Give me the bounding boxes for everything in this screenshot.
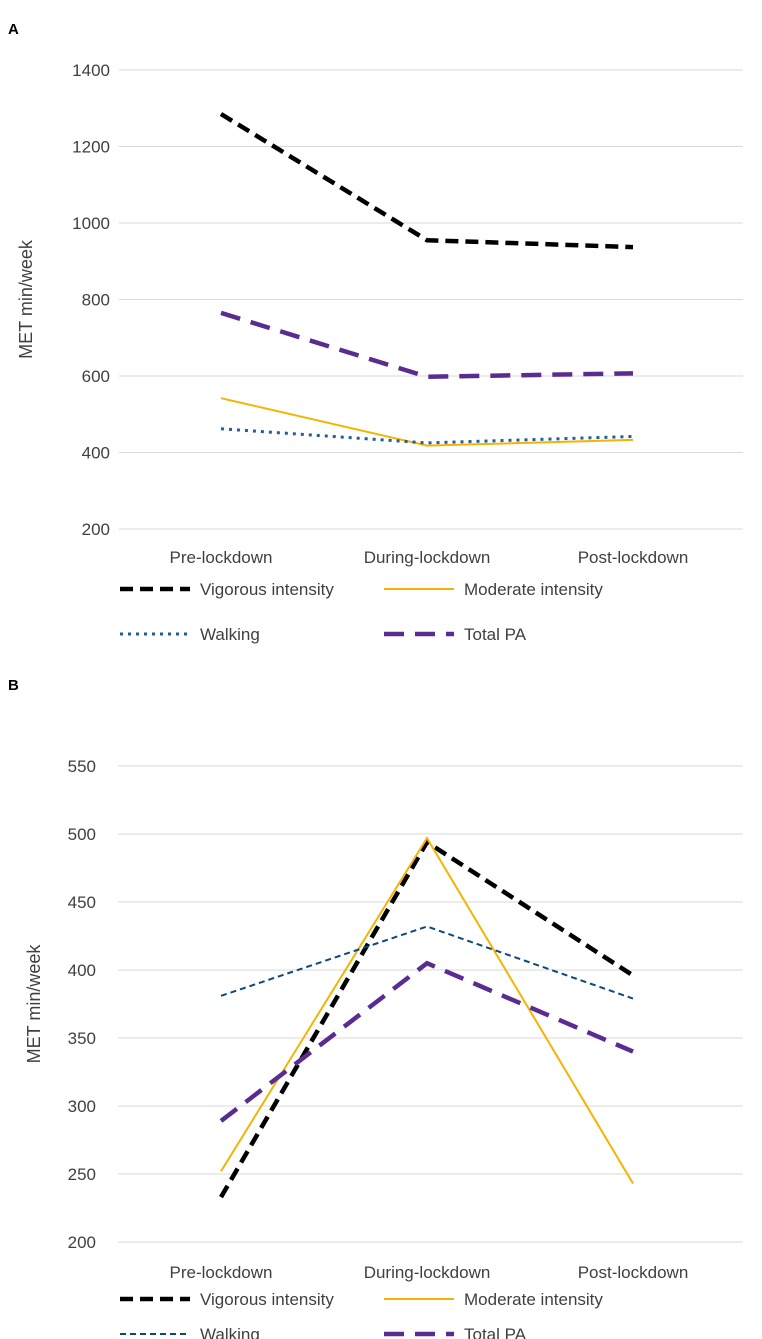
chart-a-y-tick-label: 1400 — [72, 61, 110, 80]
chart-b-y-tick-label: 200 — [68, 1233, 96, 1252]
chart-b-legend-label-vigorous-intensity: Vigorous intensity — [200, 1290, 334, 1309]
chart-a-y-tick-label: 1000 — [72, 214, 110, 233]
chart-b-y-tick-label: 450 — [68, 893, 96, 912]
chart-b-legend-label-moderate-intensity: Moderate intensity — [464, 1290, 603, 1309]
chart-b-x-tick-label: Pre-lockdown — [170, 1263, 273, 1282]
chart-a-series-vigorous-intensity — [219, 112, 634, 250]
chart-b-y-tick-label: 350 — [68, 1029, 96, 1048]
chart-a-x-tick-label: During-lockdown — [364, 548, 491, 567]
chart-a-y-tick-label: 200 — [82, 520, 110, 539]
chart-a-y-axis-title: MET min/week — [16, 239, 36, 359]
chart-a-legend-label-vigorous-intensity: Vigorous intensity — [200, 580, 334, 599]
chart-b-panel-letter: B — [8, 677, 19, 694]
chart-b: B 200 250 300 350 400 450 500 550 MET min/week Pre… — [8, 677, 743, 1339]
chart-b-y-tick-label: 250 — [68, 1165, 96, 1184]
chart-b-y-tick-label: 550 — [68, 757, 96, 776]
chart-b-y-tick-label: 400 — [68, 961, 96, 980]
chart-a-legend-label-walking: Walking — [200, 625, 260, 644]
chart-a-y-tick-label: 600 — [82, 367, 110, 386]
chart-a: A 200 400 600 800 1000 1200 1400 MET min/week Pre… — [8, 21, 743, 644]
chart-a-panel-letter: A — [8, 21, 19, 38]
chart-a-series-total-pa — [220, 310, 634, 380]
chart-a-series-moderate-intensity — [220, 397, 634, 447]
chart-b-series-total-pa — [219, 960, 634, 1123]
chart-b-y-tick-label: 300 — [68, 1097, 96, 1116]
chart-b-y-axis-title: MET min/week — [24, 944, 44, 1064]
chart-a-legend-label-moderate-intensity: Moderate intensity — [464, 580, 603, 599]
chart-b-x-tick-label: Post-lockdown — [578, 1263, 689, 1282]
chart-b-series-moderate-intensity — [220, 836, 634, 1185]
chart-b-legend-label-walking: Walking — [200, 1325, 260, 1339]
chart-a-y-tick-label: 800 — [82, 291, 110, 310]
chart-a-y-tick-label: 1200 — [72, 138, 110, 157]
chart-a-y-tick-label: 400 — [82, 444, 110, 463]
chart-b-x-tick-label: During-lockdown — [364, 1263, 491, 1282]
chart-b-y-tick-label: 500 — [68, 825, 96, 844]
chart-b-series-vigorous-intensity — [219, 838, 635, 1199]
chart-a-x-tick-label: Pre-lockdown — [170, 548, 273, 567]
chart-a-x-tick-label: Post-lockdown — [578, 548, 689, 567]
chart-b-series-walking — [220, 925, 634, 1000]
chart-a-legend-label-total-pa: Total PA — [464, 625, 527, 644]
chart-b-legend-label-total-pa: Total PA — [464, 1325, 527, 1339]
